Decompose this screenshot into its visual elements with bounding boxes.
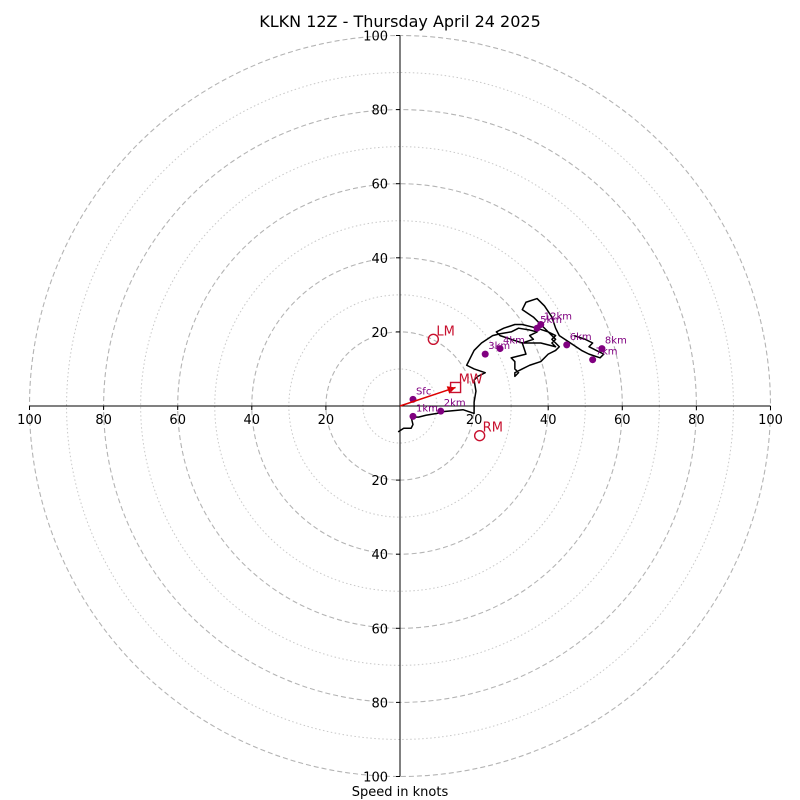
height-marker-point (481, 350, 489, 358)
height-marker-point (563, 341, 571, 349)
storm-motion-marker (427, 333, 440, 346)
y-tick-label: 60 (371, 178, 388, 193)
storm-motion-label: LM (436, 324, 454, 339)
x-axis-label: Speed in knots (352, 785, 449, 800)
height-marker-label: 12km (544, 311, 572, 322)
height-marker-label: 4km (503, 336, 525, 347)
height-marker-point (496, 345, 504, 353)
y-tick-label: 80 (371, 696, 388, 711)
storm-motion-marker (473, 429, 486, 442)
height-marker-point (589, 356, 597, 364)
x-tick-label: 20 (318, 413, 335, 428)
height-marker-label: 1km (416, 403, 438, 414)
storm-motion-arrow-shaft (399, 386, 456, 407)
x-tick-label: 80 (95, 413, 112, 428)
y-tick-label: 20 (371, 474, 388, 489)
height-marker-point (537, 320, 545, 328)
height-marker-point (409, 412, 417, 420)
x-tick-label: 40 (244, 413, 261, 428)
storm-motion-label: MW (459, 372, 483, 387)
height-marker-label: 2km (444, 398, 466, 409)
x-tick-label: 80 (688, 413, 705, 428)
height-marker-point (598, 345, 606, 353)
y-tick-label: 20 (371, 326, 388, 341)
height-markers: Sfc1km2km3km4km5km6km7km8km12km (409, 311, 627, 420)
y-tick-label: 100 (363, 771, 388, 786)
x-tick-label: 60 (169, 413, 186, 428)
storm-motion-label: RM (483, 421, 503, 436)
mean-wind-marker (449, 381, 462, 394)
x-tick-label: 100 (17, 413, 42, 428)
height-marker-label: 7km (596, 347, 618, 358)
x-tick-label: 20 (466, 413, 483, 428)
y-tick-label: 80 (371, 104, 388, 119)
storm-motion-markers: LM MW RM (399, 324, 503, 442)
height-marker-point (437, 407, 445, 415)
tick-labels: 100 80 60 40 20 20 40 60 80 100 20 20 40 40 60 60 80 80 10… (17, 30, 783, 786)
y-tick-label: 40 (371, 252, 388, 267)
height-marker-label: 8km (605, 336, 627, 347)
hodograph-line (397, 297, 605, 433)
height-marker-label: 6km (570, 332, 592, 343)
y-tick-label: 40 (371, 548, 388, 563)
x-tick-label: 100 (758, 413, 783, 428)
height-marker-label: Sfc (416, 386, 431, 397)
height-marker-label: 5km (540, 315, 562, 326)
hodograph-trace (397, 297, 605, 433)
y-tick-label: 100 (363, 30, 388, 45)
chart-title: KLKN 12Z - Thursday April 24 2025 (259, 12, 541, 31)
x-tick-label: 40 (540, 413, 557, 428)
x-tick-label: 60 (614, 413, 631, 428)
y-tick-label: 60 (371, 622, 388, 637)
